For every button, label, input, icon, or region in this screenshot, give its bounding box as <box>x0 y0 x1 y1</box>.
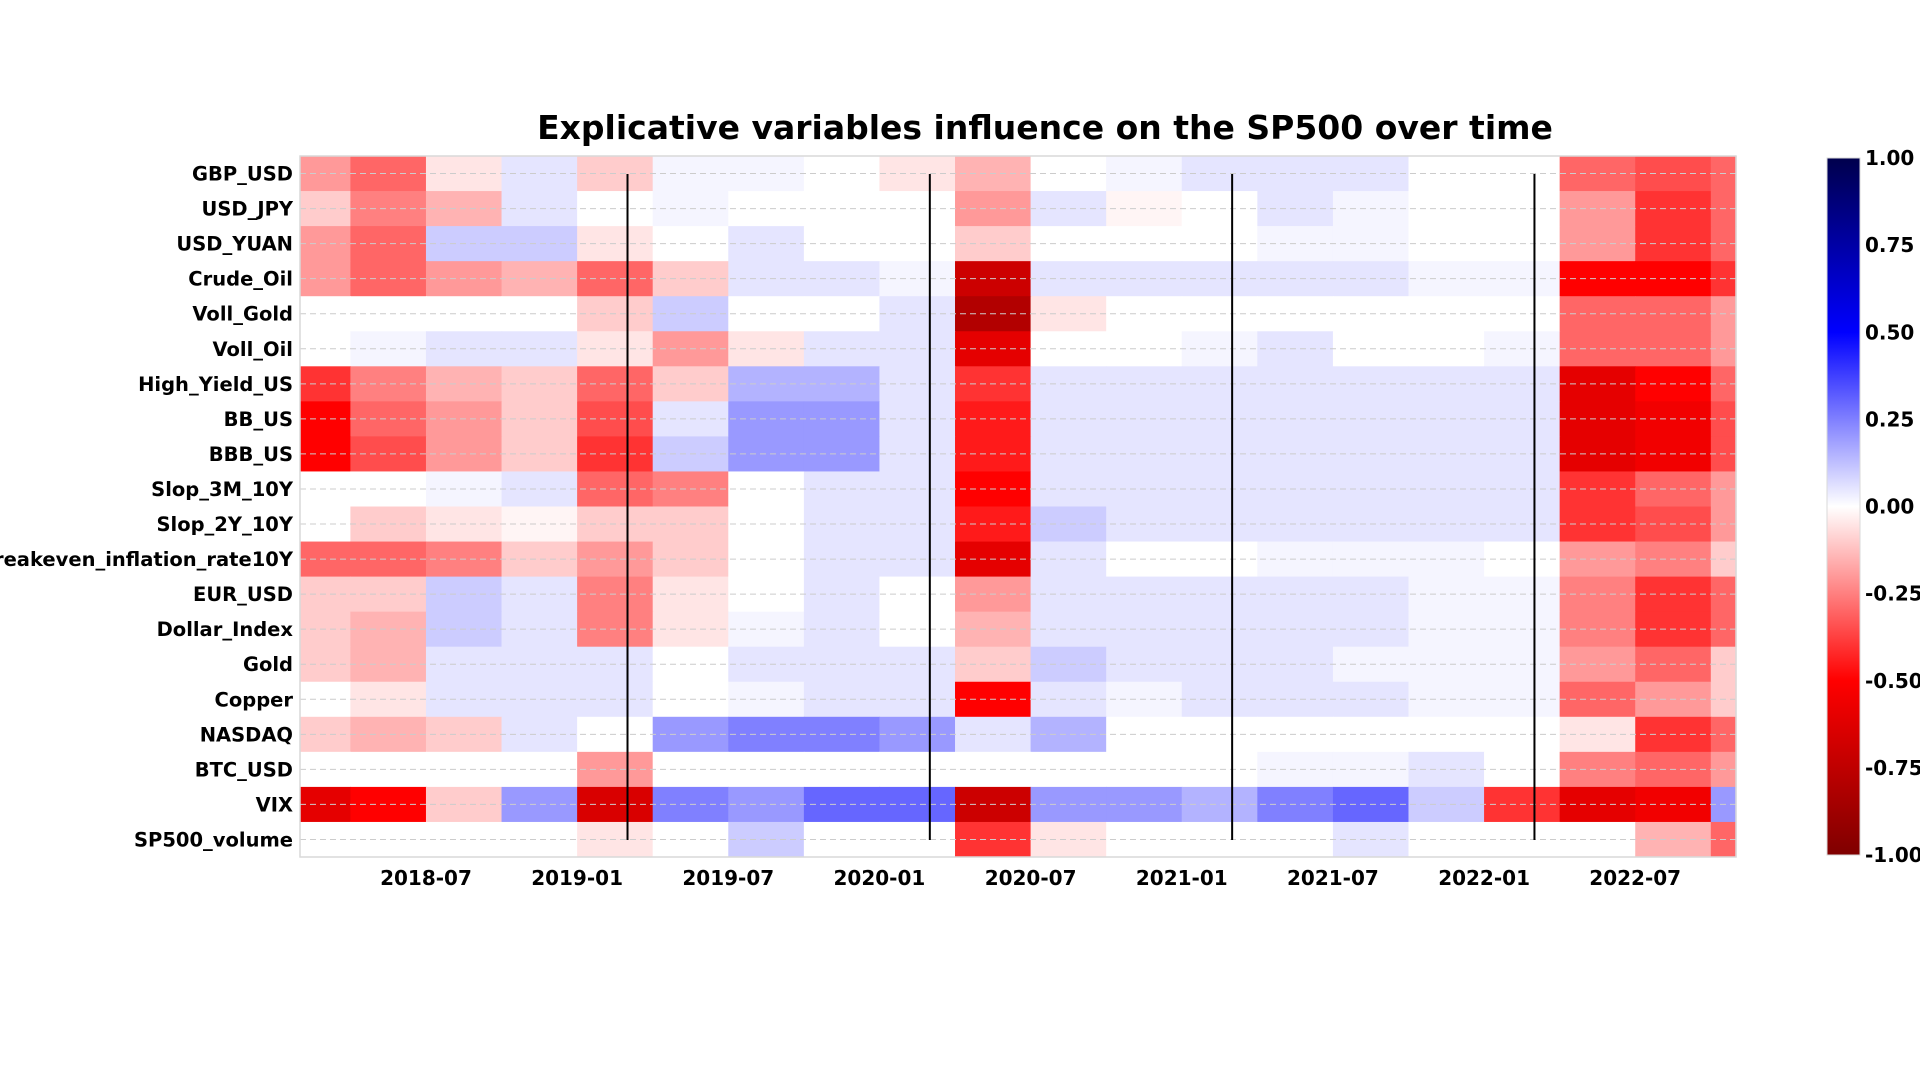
x-tick-label: 2019-01 <box>531 866 623 890</box>
y-tick-label: GBP_USD <box>192 163 293 186</box>
vertical-markers <box>626 174 1536 840</box>
colorbar-tick-labels: 1.00 0.75 0.50 0.25 0.00 -0.25 -0.50 -0.75 -1.00 <box>1865 146 1920 867</box>
y-tick-label: BBB_US <box>209 443 293 466</box>
colorbar-tick-label: -0.25 <box>1865 582 1920 606</box>
y-tick-label: NASDAQ <box>200 723 293 746</box>
y-tick-label: Voll_Gold <box>192 303 293 326</box>
colorbar-tick-label: 0.75 <box>1865 233 1914 257</box>
x-tick-label: 2019-07 <box>682 866 774 890</box>
y-tick-label: VIX <box>256 793 293 816</box>
colorbar-tick-label: -0.50 <box>1865 669 1920 693</box>
y-tick-label: Crude_Oil <box>188 268 293 291</box>
colorbar-tick-label: -0.75 <box>1865 756 1920 780</box>
colorbar: 1.00 0.75 0.50 0.25 0.00 -0.25 -0.50 -0.75 -1.00 <box>1826 146 1920 867</box>
y-tick-label: High_Yield_US <box>138 373 293 396</box>
x-axis-labels: 2018-07 2019-01 2019-07 2020-01 2020-07 2021-… <box>380 866 1681 890</box>
x-tick-label: 2022-07 <box>1589 866 1681 890</box>
x-tick-label: 2021-07 <box>1287 866 1379 890</box>
y-axis-labels: GBP_USD USD_JPY USD_YUAN Crude_Oil Voll_Gold… <box>0 163 294 852</box>
chart-title: Explicative variables influence on the S… <box>537 108 1553 147</box>
y-tick-label: Voll_Oil <box>213 338 294 361</box>
y-tick-label: EUR_USD <box>193 583 293 606</box>
colorbar-tick-label: -1.00 <box>1865 843 1920 867</box>
y-tick-label: USD_YUAN <box>176 233 293 256</box>
heatmap-cells <box>300 156 1737 858</box>
colorbar-tick-label: 0.50 <box>1865 320 1914 344</box>
colorbar-gradient <box>1826 157 1861 856</box>
colorbar-tick-label: 0.25 <box>1865 407 1914 431</box>
colorbar-tick-label: 0.00 <box>1865 495 1914 519</box>
y-tick-label: BTC_USD <box>195 758 293 781</box>
y-tick-label: Dollar_Index <box>157 618 294 641</box>
y-tick-label: USD_JPY <box>202 198 294 221</box>
colorbar-tick-label: 1.00 <box>1865 146 1914 170</box>
y-tick-label: SP500_volume <box>134 828 293 851</box>
y-tick-label: BB_US <box>224 408 293 431</box>
y-tick-label: Copper <box>215 688 294 711</box>
x-tick-label: 2021-01 <box>1136 866 1228 890</box>
x-tick-label: 2020-07 <box>985 866 1077 890</box>
x-tick-label: 2022-01 <box>1438 866 1530 890</box>
plot-frame <box>299 155 1737 858</box>
y-tick-label: Gold <box>243 653 293 676</box>
y-tick-label: Slop_3M_10Y <box>151 478 294 501</box>
y-tick-label: Breakeven_inflation_rate10Y <box>0 548 294 571</box>
x-tick-label: 2018-07 <box>380 866 472 890</box>
y-tick-label: Slop_2Y_10Y <box>156 513 293 536</box>
plot-area <box>299 155 1737 858</box>
x-tick-label: 2020-01 <box>834 866 926 890</box>
